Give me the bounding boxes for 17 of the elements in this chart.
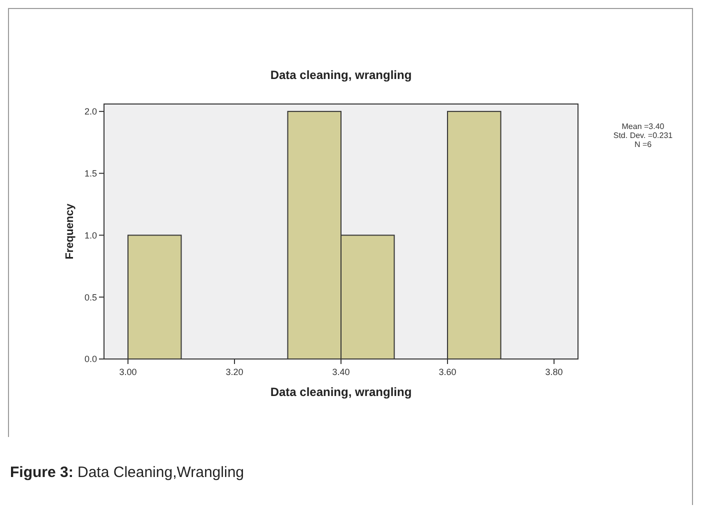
x-tick-label: 3.80 (545, 367, 563, 377)
text: N =6 (634, 140, 652, 149)
x-tick-label: 3.00 (119, 367, 137, 377)
y-tick-label: 1.0 (84, 230, 97, 240)
x-tick-label: 3.20 (226, 367, 244, 377)
x-tick-label: 3.60 (438, 367, 456, 377)
y-tick-label: 0.0 (84, 354, 97, 364)
text: Mean =3.40 (622, 122, 665, 131)
y-tick-label: 1.5 (84, 168, 97, 178)
y-axis-title: Frequency (64, 202, 76, 260)
x-tick-label: 3.40 (332, 367, 350, 377)
chart-title: Data cleaning, wrangling (270, 68, 412, 82)
caption: Figure 3: Data Cleaning,Wrangling (10, 464, 244, 481)
y-tick-label: 0.5 (84, 292, 97, 302)
text: Std. Dev. =0.231 (613, 131, 674, 140)
y-tick-label: 2.0 (84, 106, 97, 117)
x-axis-title: Data cleaning, wrangling (270, 385, 412, 399)
